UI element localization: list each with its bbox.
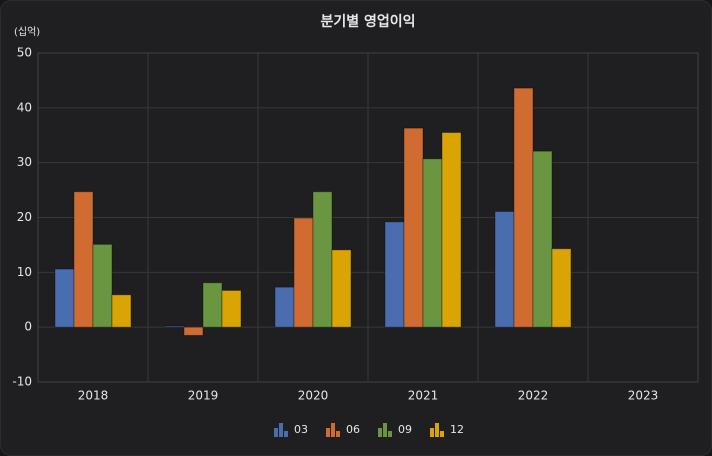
y-tick-label: 20 xyxy=(17,210,32,224)
legend-label: 12 xyxy=(450,423,464,436)
legend-icon xyxy=(326,428,330,437)
bar xyxy=(202,282,223,328)
bar xyxy=(312,191,333,328)
bar xyxy=(384,221,405,328)
bar xyxy=(274,286,295,328)
legend-icon xyxy=(331,423,335,437)
y-tick-label: 30 xyxy=(17,155,32,169)
x-tick-label: 2023 xyxy=(628,389,659,403)
bar xyxy=(532,150,553,328)
bar xyxy=(73,191,94,328)
legend-item[interactable]: 09 xyxy=(378,423,412,437)
legend-icon xyxy=(435,423,439,437)
bar xyxy=(221,289,242,328)
y-tick-label: -10 xyxy=(12,375,32,389)
bar xyxy=(92,243,113,328)
legend-label: 03 xyxy=(294,423,308,436)
bar xyxy=(111,294,132,328)
legend-icon xyxy=(383,423,387,437)
legend-item[interactable]: 03 xyxy=(274,423,308,437)
bar xyxy=(441,132,462,328)
legend-icon xyxy=(284,431,288,437)
bar xyxy=(293,217,314,328)
y-tick-label: 50 xyxy=(17,46,32,60)
plot-border xyxy=(37,52,699,383)
legend-icon xyxy=(274,428,278,437)
legend-icon xyxy=(388,431,392,437)
y-tick-label: 40 xyxy=(17,100,32,114)
bar xyxy=(551,248,572,328)
x-tick-label: 2020 xyxy=(298,389,329,403)
bar xyxy=(403,127,424,328)
legend-item[interactable]: 12 xyxy=(430,423,464,437)
legend-label: 06 xyxy=(346,423,360,436)
x-tick-label: 2018 xyxy=(78,389,109,403)
legend-icon xyxy=(378,428,382,437)
chart-title: 분기별 영업이익 xyxy=(320,13,415,30)
x-tick-label: 2019 xyxy=(188,389,219,403)
bar xyxy=(331,249,352,328)
bar xyxy=(422,158,443,328)
bar xyxy=(54,268,75,328)
legend-icon xyxy=(336,431,340,437)
legend-item[interactable]: 06 xyxy=(326,423,360,437)
bar xyxy=(513,87,534,328)
legend-icon xyxy=(430,428,434,437)
y-tick-label: 0 xyxy=(24,320,32,334)
legend-icon xyxy=(440,431,444,437)
y-unit-label: (십억) xyxy=(14,26,40,38)
x-tick-label: 2022 xyxy=(518,389,549,403)
bar xyxy=(164,325,185,328)
legend-icon xyxy=(279,423,283,437)
bar xyxy=(183,326,204,336)
bar xyxy=(494,210,515,328)
legend-label: 09 xyxy=(398,423,412,436)
x-tick-label: 2021 xyxy=(408,389,439,403)
y-tick-label: 10 xyxy=(17,265,32,279)
